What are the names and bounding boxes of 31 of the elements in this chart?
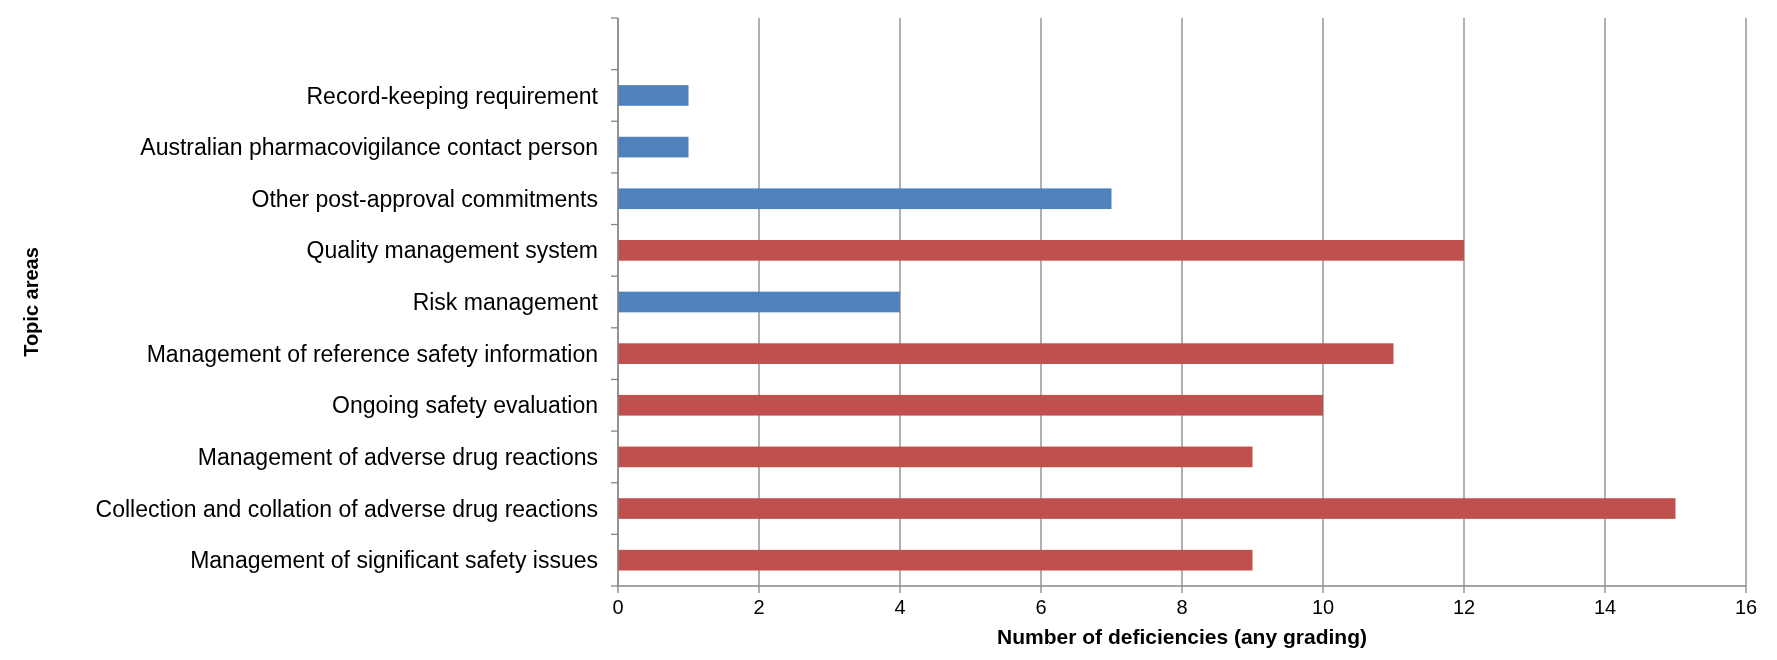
bar (618, 498, 1676, 519)
y-tick-label: Quality management system (306, 237, 598, 264)
y-tick-label: Management of significant safety issues (190, 547, 598, 574)
y-tick-label: Record-keeping requirement (306, 82, 599, 109)
y-tick-label: Management of adverse drug reactions (197, 443, 598, 470)
bar (618, 136, 689, 158)
y-tick-label: Australian pharmacovigilance contact person (140, 134, 598, 161)
bar (618, 240, 1464, 261)
bar (618, 394, 1323, 416)
x-tick-label: 0 (612, 596, 624, 618)
y-axis-title: Topic areas (20, 247, 42, 357)
y-tick-label: Other post-approval commitments (251, 185, 598, 212)
x-axis-title: Number of deficiencies (any grading) (997, 625, 1367, 648)
x-tick-label: 16 (1734, 596, 1758, 618)
x-tick-label: 12 (1452, 596, 1476, 618)
x-tick-label: 8 (1176, 596, 1188, 618)
y-tick-label: Collection and collation of adverse drug reactions (95, 495, 598, 522)
x-tick-label: 6 (1035, 596, 1047, 618)
bar (618, 549, 1253, 571)
y-tick-label: Management of reference safety information (146, 340, 598, 367)
x-tick-label: 10 (1311, 596, 1335, 618)
x-tick-label: 2 (753, 596, 765, 618)
y-tick-label: Ongoing safety evaluation (332, 392, 598, 419)
bar (618, 188, 1112, 210)
x-tick-label: 14 (1593, 596, 1617, 618)
bar (618, 343, 1394, 364)
bar (618, 85, 689, 106)
y-tick-label: Risk management (412, 289, 599, 316)
bar (618, 446, 1253, 468)
bar (618, 291, 900, 313)
x-tick-label: 4 (894, 596, 906, 618)
